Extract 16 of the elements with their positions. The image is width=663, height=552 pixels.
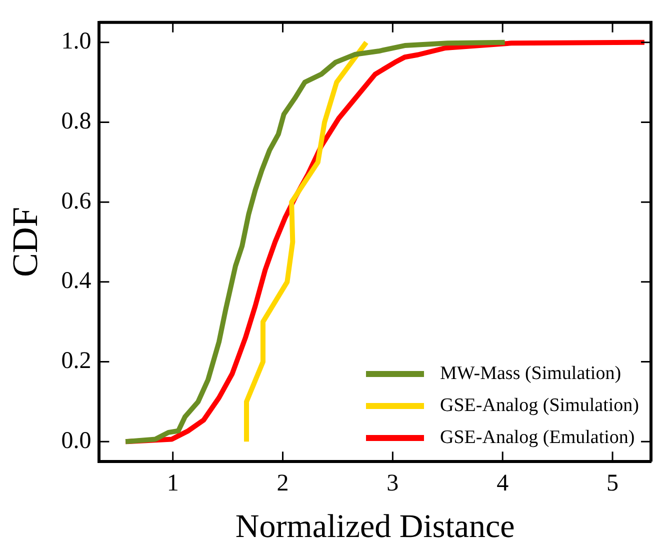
- y-tick-label: 0.8: [61, 108, 92, 135]
- y-tick-label: 0.4: [61, 268, 92, 294]
- y-tick-label: 0.2: [61, 348, 92, 374]
- x-tick-label: 4: [496, 470, 509, 496]
- x-tick-label: 2: [276, 470, 289, 496]
- y-tick-label: 0.6: [61, 188, 92, 214]
- x-axis-title: Normalized Distance: [235, 508, 515, 545]
- y-tick-label: 0.0: [61, 428, 92, 454]
- x-tick-label: 1: [166, 470, 179, 496]
- x-tick-label: 5: [606, 470, 619, 496]
- legend-label: GSE-Analog (Simulation): [440, 394, 639, 417]
- y-axis-title: CDF: [5, 206, 46, 278]
- y-tick-label: 1.0: [61, 28, 92, 55]
- legend-label: GSE-Analog (Emulation): [440, 426, 635, 449]
- legend-label: MW-Mass (Simulation): [440, 362, 622, 385]
- x-tick-label: 3: [386, 470, 399, 496]
